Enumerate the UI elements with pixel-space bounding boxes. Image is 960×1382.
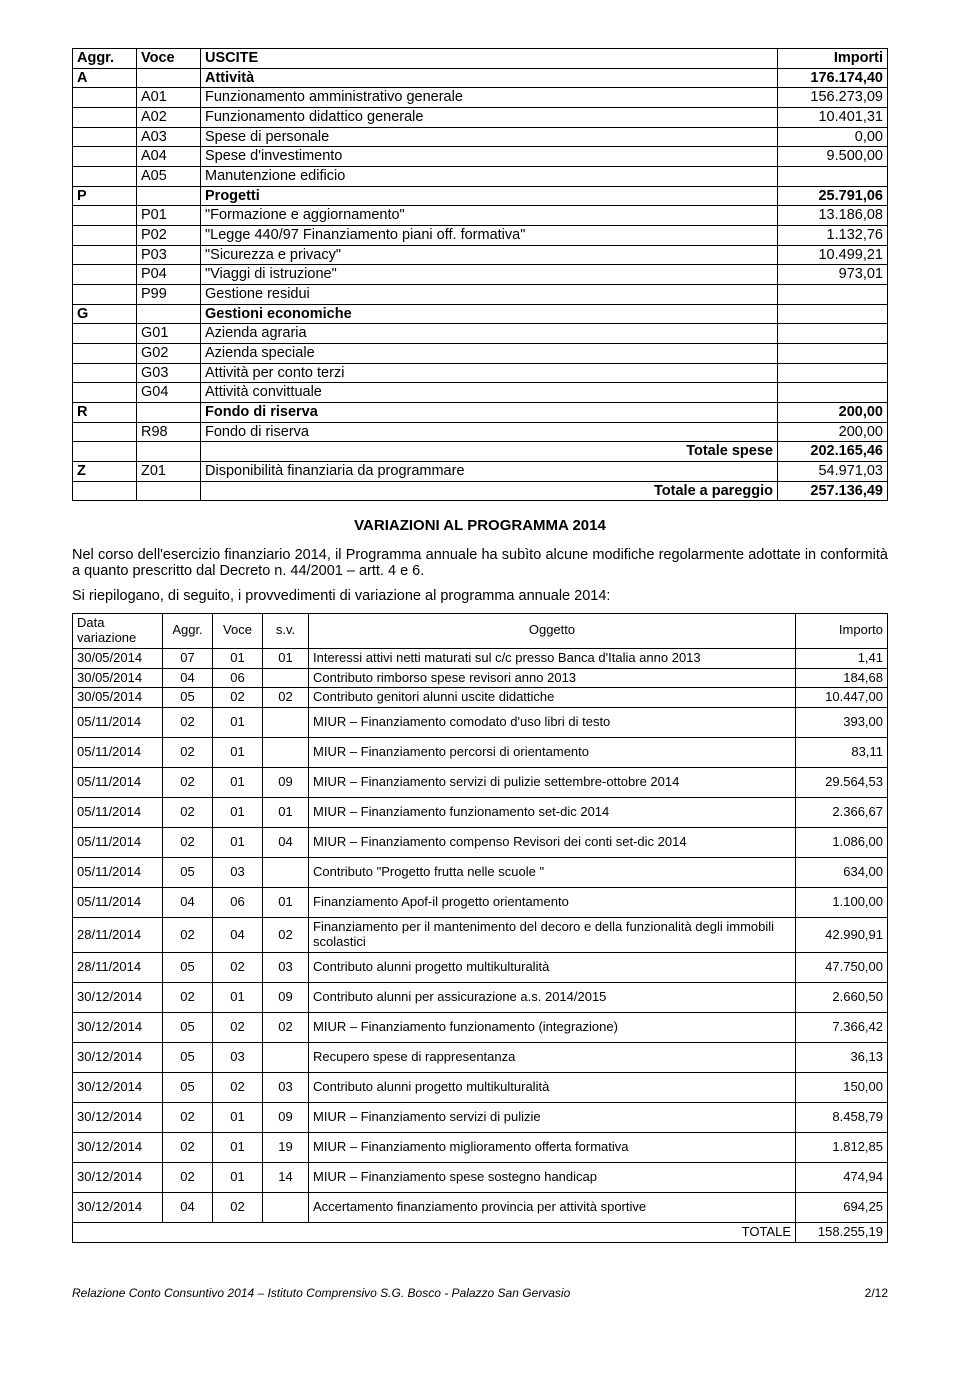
table-row: P03"Sicurezza e privacy"10.499,21 [73, 245, 888, 265]
col-aggr: Aggr. [163, 613, 213, 648]
table-row: GGestioni economiche [73, 304, 888, 324]
col-data: Data variazione [73, 613, 163, 648]
table-row: A01Funzionamento amministrativo generale… [73, 88, 888, 108]
table-row: 05/11/20140201MIUR – Finanziamento comod… [73, 708, 888, 738]
table-row: PProgetti25.791,06 [73, 186, 888, 206]
table-row: 05/11/2014020109MIUR – Finanziamento ser… [73, 768, 888, 798]
table-row: 05/11/2014040601Finanziamento Apof-il pr… [73, 888, 888, 918]
page-footer: Relazione Conto Consuntivo 2014 – Istitu… [72, 1287, 888, 1301]
table-row: A03Spese di personale0,00 [73, 127, 888, 147]
table-row: P02"Legge 440/97 Finanziamento piani off… [73, 226, 888, 246]
paragraph-1: Nel corso dell'esercizio finanziario 201… [72, 547, 888, 580]
table-row: 30/05/2014070101Interessi attivi netti m… [73, 648, 888, 668]
col-voce: Voce [213, 613, 263, 648]
table-row: A05Manutenzione edificio [73, 167, 888, 187]
table-row: 28/11/2014020402Finanziamento per il man… [73, 918, 888, 953]
total-row: TOTALE158.255,19 [73, 1223, 888, 1243]
table-row: AAttività176.174,40 [73, 68, 888, 88]
table-row: G04Attività convittuale [73, 383, 888, 403]
table-row: G01Azienda agraria [73, 324, 888, 344]
table-row: 30/12/2014020114MIUR – Finanziamento spe… [73, 1163, 888, 1193]
table-row: P01"Formazione e aggiornamento"13.186,08 [73, 206, 888, 226]
section-title: VARIAZIONI AL PROGRAMMA 2014 [72, 517, 888, 534]
uscite-table: Aggr. Voce USCITE Importi AAttività176.1… [72, 48, 888, 501]
col-aggr: Aggr. [73, 49, 137, 69]
col-voce: Voce [137, 49, 201, 69]
table-row: Totale spese202.165,46 [73, 442, 888, 462]
table-row: 30/12/2014020109Contributo alunni per as… [73, 983, 888, 1013]
table-row: 30/12/2014020119MIUR – Finanziamento mig… [73, 1133, 888, 1163]
col-oggetto: Oggetto [309, 613, 796, 648]
paragraph-2: Si riepilogano, di seguito, i provvedime… [72, 588, 888, 605]
table-row: A02Funzionamento didattico generale10.40… [73, 108, 888, 128]
col-importi: Importi [778, 49, 888, 69]
col-sv: s.v. [263, 613, 309, 648]
table-row: G02Azienda speciale [73, 344, 888, 364]
table-row: RFondo di riserva200,00 [73, 403, 888, 423]
col-uscite: USCITE [201, 49, 778, 69]
table-row: 05/11/2014020104MIUR – Finanziamento com… [73, 828, 888, 858]
table-row: ZZ01Disponibilità finanziaria da program… [73, 462, 888, 482]
table-row: 30/12/2014050202MIUR – Finanziamento fun… [73, 1013, 888, 1043]
footer-left: Relazione Conto Consuntivo 2014 – Istitu… [72, 1286, 570, 1300]
table-row: 05/11/20140503Contributo "Progetto frutt… [73, 858, 888, 888]
table-row: 30/12/2014020109MIUR – Finanziamento ser… [73, 1103, 888, 1133]
table-row: 30/05/2014050202Contributo genitori alun… [73, 688, 888, 708]
table-row: P04"Viaggi di istruzione"973,01 [73, 265, 888, 285]
table-row: 05/11/2014020101MIUR – Finanziamento fun… [73, 798, 888, 828]
variazioni-table: Data variazione Aggr. Voce s.v. Oggetto … [72, 613, 888, 1244]
table-row: 30/12/2014050203Contributo alunni proget… [73, 1073, 888, 1103]
table-row: 30/05/20140406Contributo rimborso spese … [73, 668, 888, 688]
table-row: 30/12/20140503Recupero spese di rapprese… [73, 1043, 888, 1073]
table-row: G03Attività per conto terzi [73, 363, 888, 383]
table-row: P99Gestione residui [73, 285, 888, 305]
table-row: A04Spese d'investimento9.500,00 [73, 147, 888, 167]
table-row: Totale a pareggio257.136,49 [73, 481, 888, 501]
footer-right: 2/12 [865, 1287, 888, 1301]
table-row: 28/11/2014050203Contributo alunni proget… [73, 953, 888, 983]
table-row: 05/11/20140201MIUR – Finanziamento perco… [73, 738, 888, 768]
table-row: 30/12/20140402Accertamento finanziamento… [73, 1193, 888, 1223]
col-importo: Importo [796, 613, 888, 648]
table-row: R98Fondo di riserva200,00 [73, 422, 888, 442]
